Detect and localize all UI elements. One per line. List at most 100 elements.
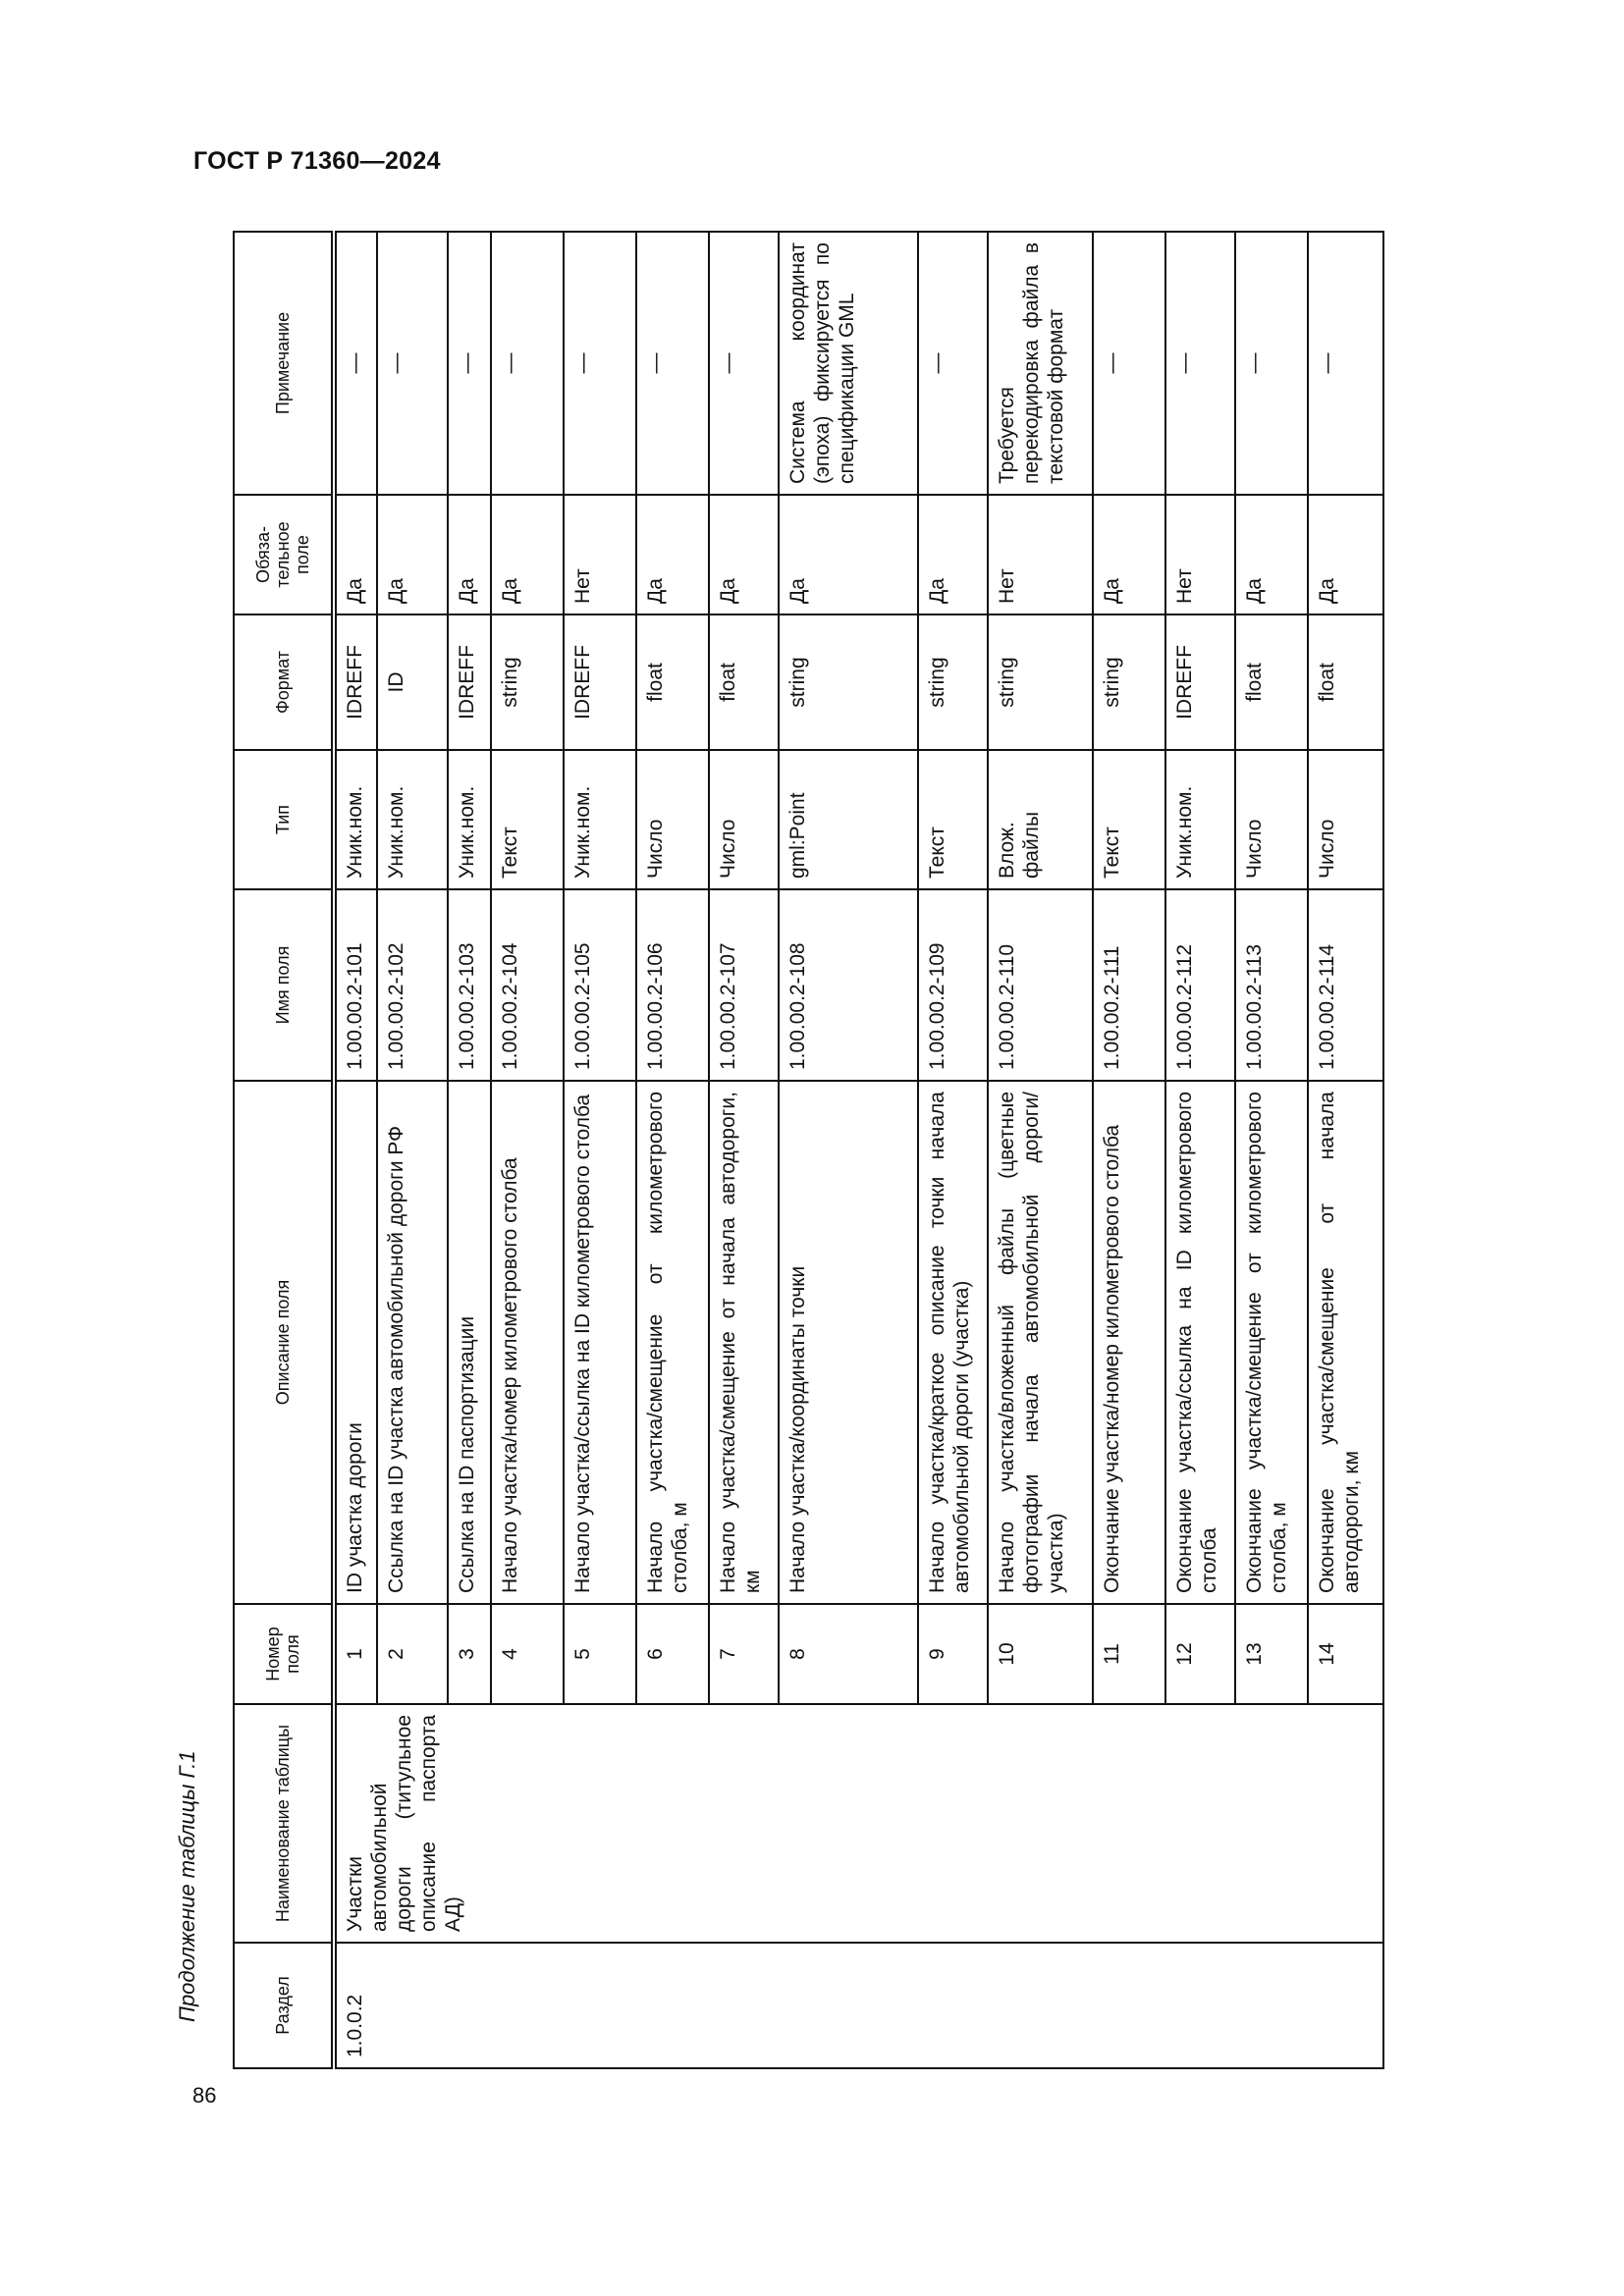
field-name-cell: 1.00.00.2-103 [448, 889, 491, 1081]
format-cell: float [1308, 614, 1383, 750]
field-name-cell: 1.00.00.2-110 [988, 889, 1093, 1081]
format-cell: float [636, 614, 709, 750]
format-cell: IDREFF [334, 614, 377, 750]
table-name-cell: Участки автомобильной дороги (титульное … [334, 1704, 1383, 1943]
note-cell: Требуется перекодировка файла в текстово… [988, 232, 1093, 495]
fields-table: Раздел Наименование таблицы Номер поля О… [233, 231, 1384, 2069]
type-cell: Число [709, 750, 779, 889]
column-header-note: Примечание [234, 232, 334, 495]
required-cell: Да [779, 495, 918, 614]
format-cell: IDREFF [564, 614, 636, 750]
format-cell: float [1235, 614, 1308, 750]
field-name-cell: 1.00.00.2-107 [709, 889, 779, 1081]
type-cell: Текст [491, 750, 564, 889]
note-dash-cell: — [709, 232, 779, 495]
note-cell: Система координат (эпоха) фиксируется по… [779, 232, 918, 495]
required-cell: Да [491, 495, 564, 614]
table-header-row: Раздел Наименование таблицы Номер поля О… [234, 232, 334, 2068]
format-cell: IDREFF [448, 614, 491, 750]
note-dash-cell: — [377, 232, 448, 495]
required-cell: Да [1308, 495, 1383, 614]
description-cell: Начало участка/ссылка на ID километровог… [564, 1081, 636, 1604]
type-cell: Уник.ном. [448, 750, 491, 889]
table-container: Раздел Наименование таблицы Номер поля О… [233, 231, 1466, 2069]
field-name-cell: 1.00.00.2-108 [779, 889, 918, 1081]
field-name-cell: 1.00.00.2-101 [334, 889, 377, 1081]
field-number-cell: 7 [709, 1604, 779, 1704]
description-cell: Ссылка на ID паспортизации [448, 1081, 491, 1604]
field-number-cell: 12 [1165, 1604, 1235, 1704]
field-number-cell: 14 [1308, 1604, 1383, 1704]
column-header-field-name: Имя поля [234, 889, 334, 1081]
note-dash-cell: — [1235, 232, 1308, 495]
note-dash-cell: — [491, 232, 564, 495]
column-header-type: Тип [234, 750, 334, 889]
description-cell: Окончание участка/номер километрового ст… [1093, 1081, 1165, 1604]
required-cell: Да [636, 495, 709, 614]
column-header-format: Формат [234, 614, 334, 750]
format-cell: float [709, 614, 779, 750]
description-cell: Ссылка на ID участка автомобильной дорог… [377, 1081, 448, 1604]
format-cell: string [1093, 614, 1165, 750]
description-cell: Начало участка/краткое описание точки на… [918, 1081, 988, 1604]
format-cell: string [491, 614, 564, 750]
description-cell: Окончание участка/смещение от начала авт… [1308, 1081, 1383, 1604]
required-cell: Да [1235, 495, 1308, 614]
type-cell: gml:Point [779, 750, 918, 889]
note-dash-cell: — [334, 232, 377, 495]
note-dash-cell: — [564, 232, 636, 495]
required-cell: Да [918, 495, 988, 614]
type-cell: Текст [1093, 750, 1165, 889]
note-dash-cell: — [1165, 232, 1235, 495]
field-name-cell: 1.00.00.2-105 [564, 889, 636, 1081]
field-number-cell: 6 [636, 1604, 709, 1704]
format-cell: string [918, 614, 988, 750]
table-row: 1.0.0.2 Участки автомобильной дороги (тит… [334, 232, 1383, 2068]
section-cell: 1.0.0.2 [334, 1943, 1383, 2068]
required-cell: Да [334, 495, 377, 614]
field-number-cell: 10 [988, 1604, 1093, 1704]
description-cell: ID участка дороги [334, 1081, 377, 1604]
note-dash-cell: — [918, 232, 988, 495]
type-cell: Число [1308, 750, 1383, 889]
document-header: ГОСТ Р 71360—2024 [193, 147, 441, 175]
note-dash-cell: — [448, 232, 491, 495]
required-cell: Да [1093, 495, 1165, 614]
field-number-cell: 8 [779, 1604, 918, 1704]
field-number-cell: 3 [448, 1604, 491, 1704]
description-cell: Окончание участка/ссылка на ID километро… [1165, 1081, 1235, 1604]
type-cell: Влож. файлы [988, 750, 1093, 889]
description-cell: Окончание участка/смещение от километров… [1235, 1081, 1308, 1604]
description-cell: Начало участка/смещение от километрового… [636, 1081, 709, 1604]
required-cell: Да [377, 495, 448, 614]
field-number-cell: 2 [377, 1604, 448, 1704]
field-name-cell: 1.00.00.2-113 [1235, 889, 1308, 1081]
column-header-table-name: Наименование таблицы [234, 1704, 334, 1943]
note-dash-cell: — [1093, 232, 1165, 495]
required-cell: Нет [564, 495, 636, 614]
field-name-cell: 1.00.00.2-109 [918, 889, 988, 1081]
description-cell: Начало участка/вложенный файлы (цветные … [988, 1081, 1093, 1604]
field-number-cell: 4 [491, 1604, 564, 1704]
column-header-required: Обяза-тельное поле [234, 495, 334, 614]
column-header-field-number: Номер поля [234, 1604, 334, 1704]
type-cell: Уник.ном. [564, 750, 636, 889]
format-cell: string [988, 614, 1093, 750]
field-number-cell: 1 [334, 1604, 377, 1704]
note-dash-cell: — [1308, 232, 1383, 495]
description-cell: Начало участка/смещение от начала автодо… [709, 1081, 779, 1604]
required-cell: Да [448, 495, 491, 614]
field-name-cell: 1.00.00.2-106 [636, 889, 709, 1081]
format-cell: ID [377, 614, 448, 750]
required-cell: Нет [1165, 495, 1235, 614]
type-cell: Уник.ном. [377, 750, 448, 889]
description-cell: Начало участка/номер километрового столб… [491, 1081, 564, 1604]
type-cell: Уник.ном. [1165, 750, 1235, 889]
type-cell: Текст [918, 750, 988, 889]
description-cell: Начало участка/координаты точки [779, 1081, 918, 1604]
note-dash-cell: — [636, 232, 709, 495]
type-cell: Число [636, 750, 709, 889]
type-cell: Уник.ном. [334, 750, 377, 889]
field-name-cell: 1.00.00.2-102 [377, 889, 448, 1081]
format-cell: string [779, 614, 918, 750]
